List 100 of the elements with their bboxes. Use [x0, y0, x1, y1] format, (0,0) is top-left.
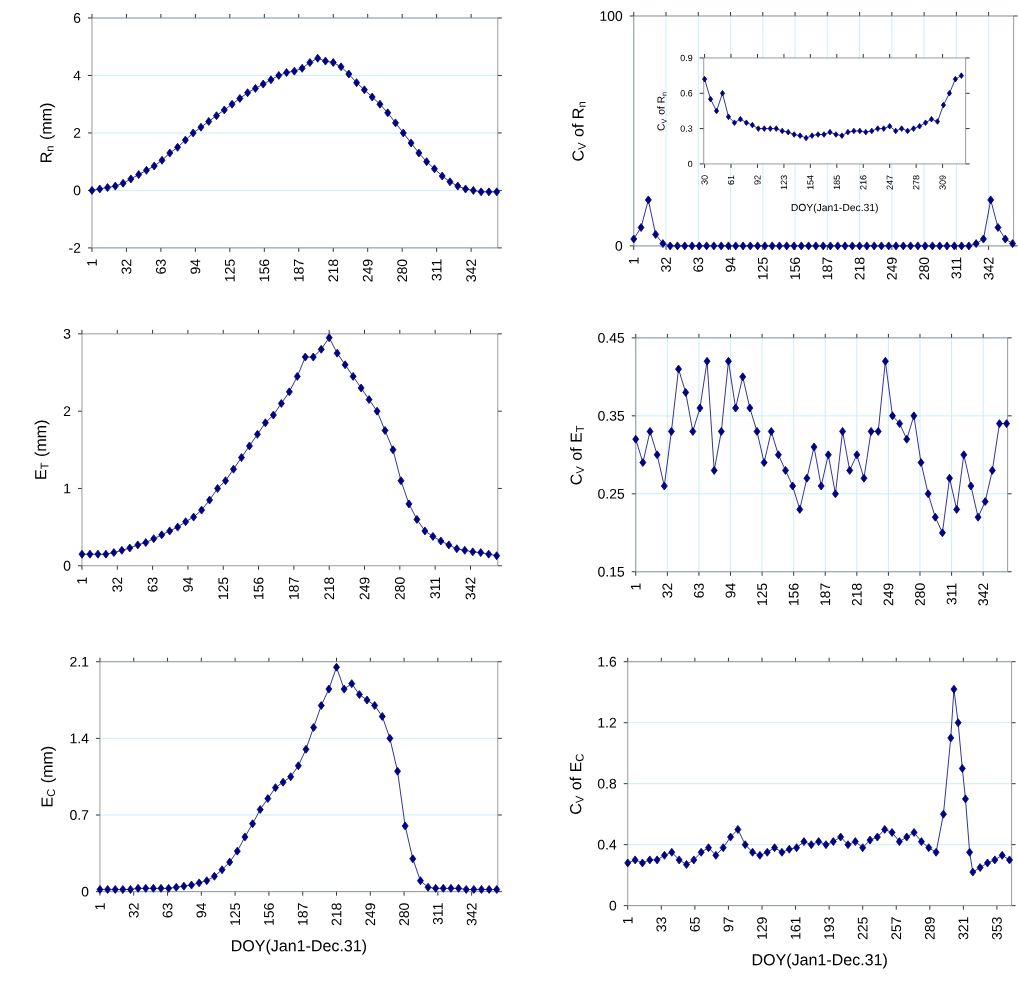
point	[493, 885, 501, 895]
point	[397, 476, 405, 486]
point	[834, 241, 842, 251]
point	[851, 837, 859, 847]
point	[378, 712, 386, 722]
point	[921, 241, 929, 251]
point	[940, 102, 946, 109]
point	[768, 241, 776, 251]
point	[674, 241, 681, 251]
point	[739, 372, 747, 382]
point	[863, 241, 871, 251]
point	[104, 183, 111, 193]
point	[363, 695, 371, 705]
point	[839, 427, 846, 437]
point	[409, 854, 417, 864]
point	[325, 684, 333, 694]
point	[348, 679, 356, 689]
point	[445, 540, 453, 550]
point	[675, 364, 682, 374]
point	[866, 835, 874, 845]
point	[630, 234, 638, 244]
point	[732, 241, 740, 251]
point	[929, 241, 936, 251]
point	[932, 848, 940, 857]
point	[254, 430, 261, 439]
point	[914, 241, 922, 251]
point	[637, 223, 645, 233]
point	[272, 783, 279, 793]
point	[214, 484, 221, 494]
point	[317, 345, 325, 354]
point	[859, 843, 867, 853]
point	[264, 794, 272, 804]
point	[797, 132, 803, 140]
point	[1009, 239, 1016, 249]
point	[967, 481, 975, 491]
point	[174, 522, 182, 532]
point	[753, 427, 761, 437]
point	[749, 848, 756, 857]
point	[939, 528, 946, 538]
point	[809, 132, 815, 140]
point	[696, 403, 704, 413]
point	[222, 476, 229, 486]
point	[991, 855, 999, 865]
point	[269, 410, 277, 420]
point	[695, 241, 703, 251]
point	[477, 548, 485, 558]
point	[873, 832, 881, 842]
point	[275, 71, 283, 81]
point	[246, 441, 253, 451]
point	[881, 357, 889, 366]
point	[233, 846, 241, 856]
point	[725, 241, 732, 251]
point	[974, 512, 982, 522]
point	[446, 177, 454, 187]
point	[763, 848, 771, 857]
point	[760, 458, 768, 468]
point	[211, 872, 218, 881]
point	[958, 764, 966, 774]
point	[947, 733, 955, 743]
point	[230, 464, 237, 474]
y-axis-title: C$_{V}$ of R$_{n}$	[571, 102, 586, 161]
point	[839, 132, 845, 140]
point	[875, 125, 881, 132]
point	[846, 466, 854, 475]
point	[279, 777, 287, 787]
point	[78, 549, 86, 559]
point	[889, 411, 896, 421]
point	[797, 241, 805, 251]
point	[485, 187, 493, 197]
point	[896, 419, 904, 429]
point	[972, 239, 980, 249]
point	[824, 450, 832, 460]
point	[790, 241, 798, 251]
point	[220, 105, 228, 115]
point	[950, 241, 958, 251]
point	[822, 840, 830, 850]
point	[639, 858, 646, 868]
point	[1003, 419, 1010, 429]
point	[966, 848, 974, 857]
point	[666, 241, 674, 251]
point	[337, 62, 345, 72]
point	[958, 241, 965, 251]
point	[668, 427, 675, 437]
y-axis-title: C$_{V}$ of E$_{C}$	[569, 754, 584, 815]
point	[267, 75, 275, 85]
point	[782, 466, 789, 475]
point	[800, 837, 808, 847]
point	[119, 885, 127, 895]
point	[954, 718, 962, 728]
point	[737, 116, 743, 123]
point	[860, 473, 868, 483]
point	[477, 187, 485, 197]
point	[653, 450, 661, 460]
point	[485, 549, 493, 559]
point	[429, 532, 437, 541]
point	[301, 352, 309, 362]
point	[717, 241, 725, 251]
point	[703, 241, 710, 251]
point	[905, 127, 911, 135]
point	[182, 517, 190, 527]
